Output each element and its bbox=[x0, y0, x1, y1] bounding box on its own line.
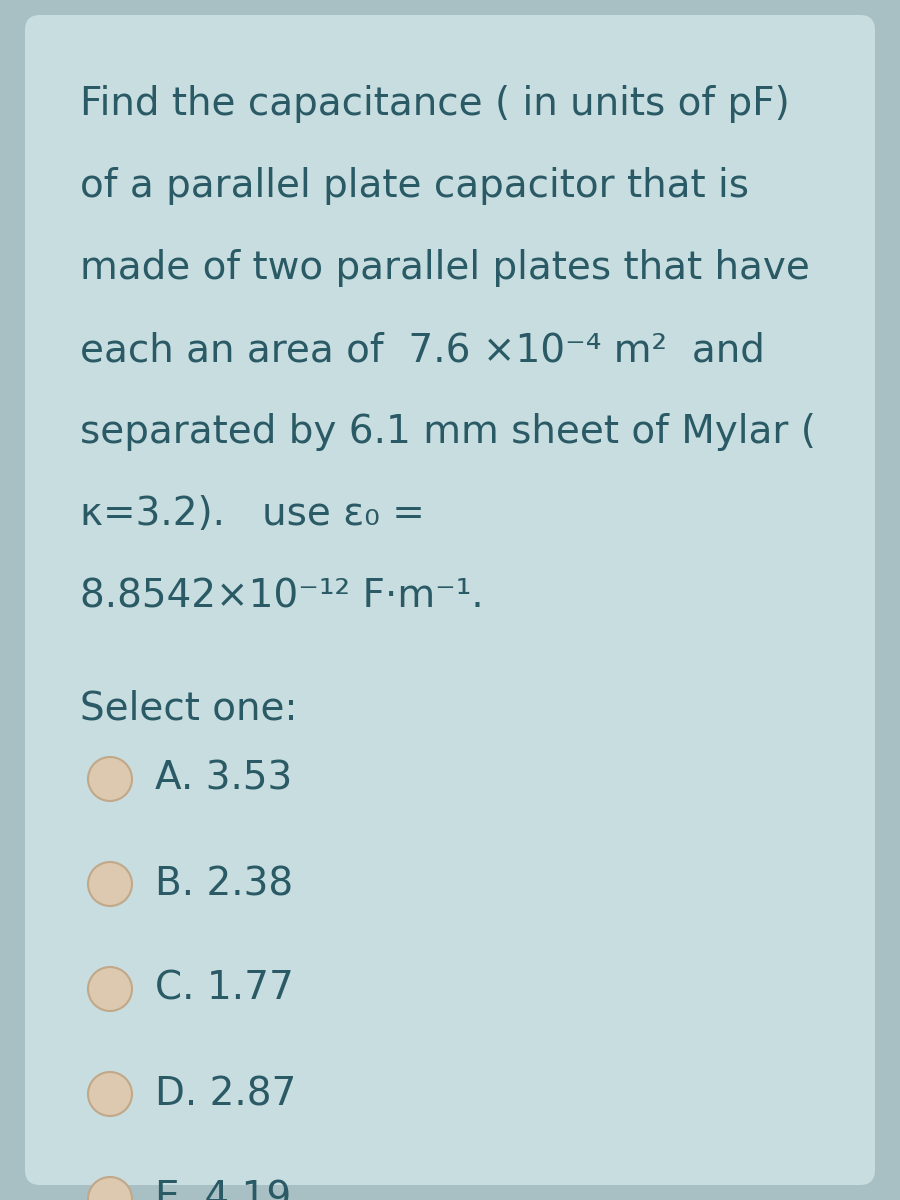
Text: E. 4.19: E. 4.19 bbox=[155, 1180, 292, 1200]
Text: 8.8542×10⁻¹² F·m⁻¹.: 8.8542×10⁻¹² F·m⁻¹. bbox=[80, 577, 484, 614]
Circle shape bbox=[88, 862, 132, 906]
Circle shape bbox=[88, 1072, 132, 1116]
Text: of a parallel plate capacitor that is: of a parallel plate capacitor that is bbox=[80, 167, 749, 205]
FancyBboxPatch shape bbox=[25, 14, 875, 1186]
Text: B. 2.38: B. 2.38 bbox=[155, 865, 293, 902]
Text: κ=3.2).   use ε₀ =: κ=3.2). use ε₀ = bbox=[80, 494, 425, 533]
Text: each an area of  7.6 ×10⁻⁴ m²  and: each an area of 7.6 ×10⁻⁴ m² and bbox=[80, 331, 765, 370]
Text: A. 3.53: A. 3.53 bbox=[155, 760, 292, 798]
Circle shape bbox=[88, 757, 132, 802]
Text: Select one:: Select one: bbox=[80, 689, 298, 727]
Text: Find the capacitance ( in units of pF): Find the capacitance ( in units of pF) bbox=[80, 85, 790, 122]
Text: separated by 6.1 mm sheet of Mylar (: separated by 6.1 mm sheet of Mylar ( bbox=[80, 413, 816, 451]
Circle shape bbox=[88, 967, 132, 1010]
Text: made of two parallel plates that have: made of two parallel plates that have bbox=[80, 248, 810, 287]
Text: C. 1.77: C. 1.77 bbox=[155, 970, 294, 1008]
Circle shape bbox=[88, 1177, 132, 1200]
Text: D. 2.87: D. 2.87 bbox=[155, 1075, 296, 1114]
